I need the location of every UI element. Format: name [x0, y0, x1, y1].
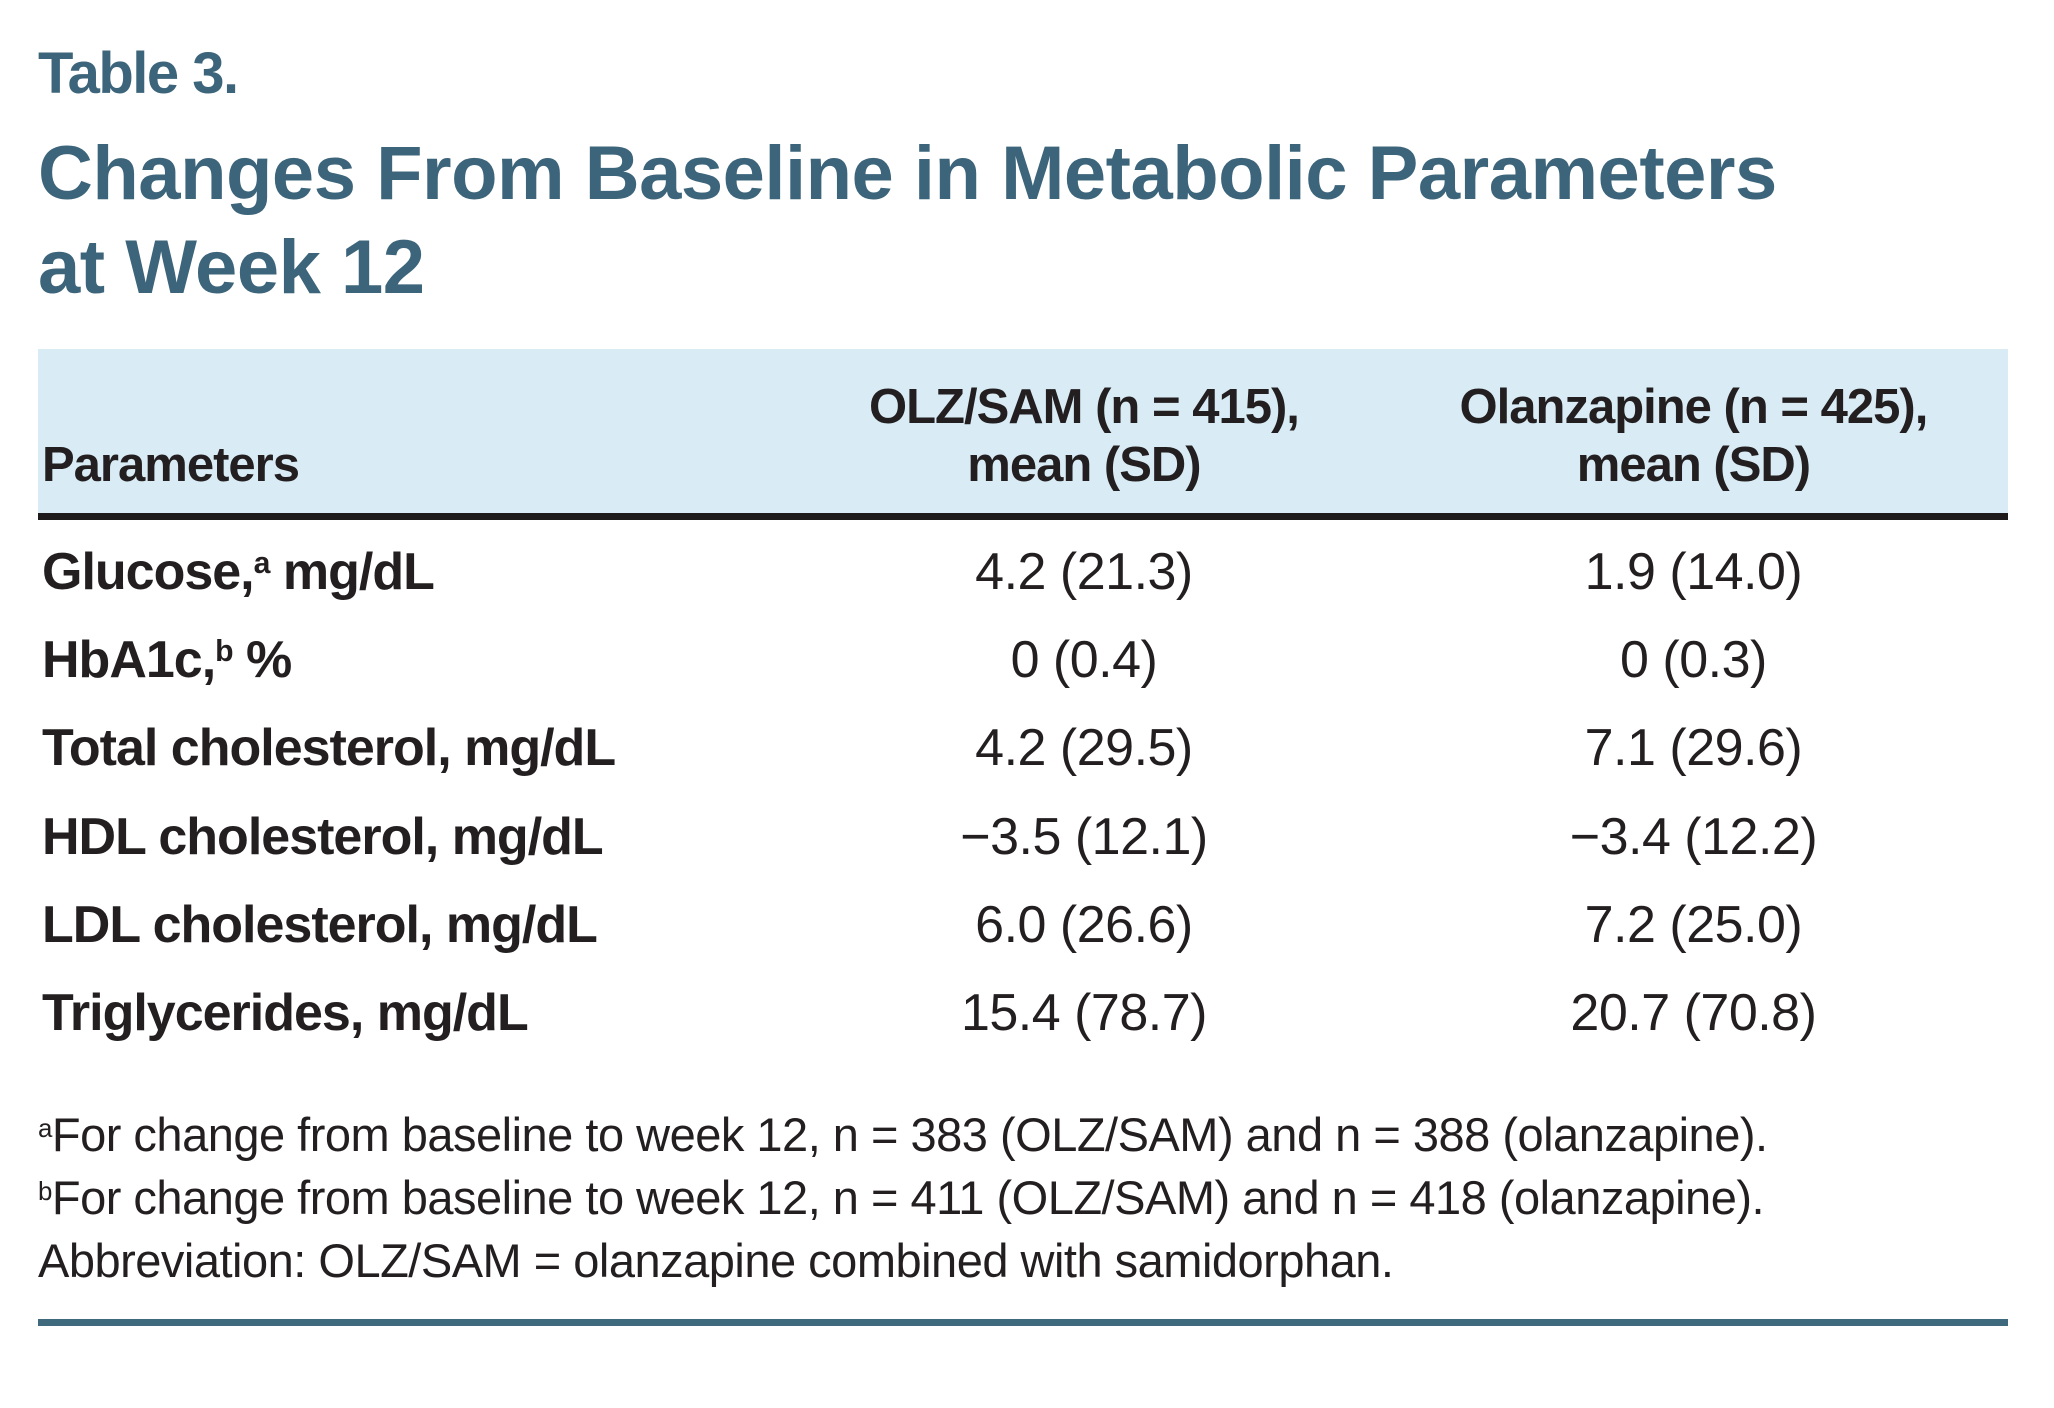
olzsam-value-cell: −3.5 (12.1) — [960, 807, 1208, 866]
footnote-text: Abbreviation: OLZ/SAM = olanzapine combi… — [38, 1234, 1394, 1288]
olzsam-value-cell: 4.2 (29.5) — [975, 719, 1193, 778]
table-row-hba1c: HbA1c,b % 0 (0.4) 0 (0.3) — [38, 615, 2008, 703]
row-label-cell: LDL cholesterol, mg/dL — [38, 880, 789, 968]
olzsam-value-cell: 4.2 (21.3) — [975, 543, 1193, 602]
superscript-marker: a — [38, 1115, 52, 1144]
table-row-ldl-cholesterol: LDL cholesterol, mg/dL 6.0 (26.6) 7.2 (2… — [38, 880, 2008, 968]
row-label-text: HbA1c, — [42, 631, 216, 690]
row-label-cell: Glucose,a mg/dL — [38, 517, 789, 616]
table-body: Glucose,a mg/dL 4.2 (21.3) 1.9 (14.0) Hb… — [38, 517, 2008, 1057]
olzsam-value-cell: 0 (0.4) — [1010, 631, 1158, 690]
row-label-cell: HDL cholesterol, mg/dL — [38, 792, 789, 880]
superscript-marker: b — [215, 634, 233, 668]
col-header-parameters: Parameters — [38, 349, 790, 521]
table-header: Parameters OLZ/SAM (n = 415), mean (SD) … — [38, 349, 2008, 521]
olanzapine-value-cell: 0 (0.3) — [1620, 631, 1767, 690]
col-header-olzsam: OLZ/SAM (n = 415), mean (SD) — [789, 349, 1379, 521]
olanzapine-value-cell: 7.2 (25.0) — [1584, 895, 1803, 954]
olanzapine-value-cell: −3.4 (12.2) — [1569, 807, 1818, 866]
footnotes-block: aFor change from baseline to week 12, n … — [38, 1104, 2008, 1293]
superscript-marker: b — [38, 1177, 52, 1206]
table-row-glucose: Glucose,a mg/dL 4.2 (21.3) 1.9 (14.0) — [38, 517, 2008, 616]
header-row: Parameters OLZ/SAM (n = 415), mean (SD) … — [38, 349, 2008, 521]
footnote-b: bFor change from baseline to week 12, n … — [38, 1167, 2008, 1230]
row-label-cell: Total cholesterol, mg/dL — [38, 703, 789, 791]
olanzapine-value-cell: 1.9 (14.0) — [1584, 543, 1803, 602]
footnote-abbreviation: Abbreviation: OLZ/SAM = olanzapine combi… — [38, 1230, 2008, 1293]
row-label-text: HDL cholesterol, mg/dL — [42, 807, 604, 866]
olanzapine-value-cell: 20.7 (70.8) — [1570, 984, 1817, 1043]
row-label-cell: HbA1c,b % — [38, 615, 789, 703]
col-header-olanzapine: Olanzapine (n = 425), mean (SD) — [1378, 349, 2008, 521]
olzsam-value-cell: 6.0 (26.6) — [975, 895, 1193, 954]
table-row-hdl-cholesterol: HDL cholesterol, mg/dL −3.5 (12.1) −3.4 … — [38, 792, 2008, 880]
table-number-label: Table 3. — [38, 41, 239, 106]
bottom-rule — [38, 1319, 2008, 1327]
olzsam-value-cell: 15.4 (78.7) — [960, 984, 1207, 1043]
table-row-total-cholesterol: Total cholesterol, mg/dL 4.2 (29.5) 7.1 … — [38, 703, 2008, 791]
superscript-marker: a — [253, 546, 271, 580]
row-label-unit: mg/dL — [269, 543, 435, 602]
metabolic-parameters-table: Parameters OLZ/SAM (n = 415), mean (SD) … — [38, 349, 2008, 1056]
table-title: Changes From Baseline in Metabolic Param… — [38, 131, 1777, 311]
row-label-text: Glucose, — [42, 543, 255, 602]
row-label-cell: Triglycerides, mg/dL — [38, 968, 789, 1056]
footnote-a: aFor change from baseline to week 12, n … — [38, 1104, 2008, 1167]
row-label-text: Total cholesterol, mg/dL — [42, 719, 616, 778]
footnote-text: For change from baseline to week 12, n =… — [51, 1171, 1765, 1225]
olanzapine-value-cell: 7.1 (29.6) — [1584, 719, 1803, 778]
footnote-text: For change from baseline to week 12, n =… — [51, 1108, 1768, 1162]
row-label-text: Triglycerides, mg/dL — [42, 984, 529, 1043]
table-row-triglycerides: Triglycerides, mg/dL 15.4 (78.7) 20.7 (7… — [38, 968, 2008, 1056]
row-label-unit: % — [232, 631, 292, 690]
row-label-text: LDL cholesterol, mg/dL — [42, 895, 598, 954]
